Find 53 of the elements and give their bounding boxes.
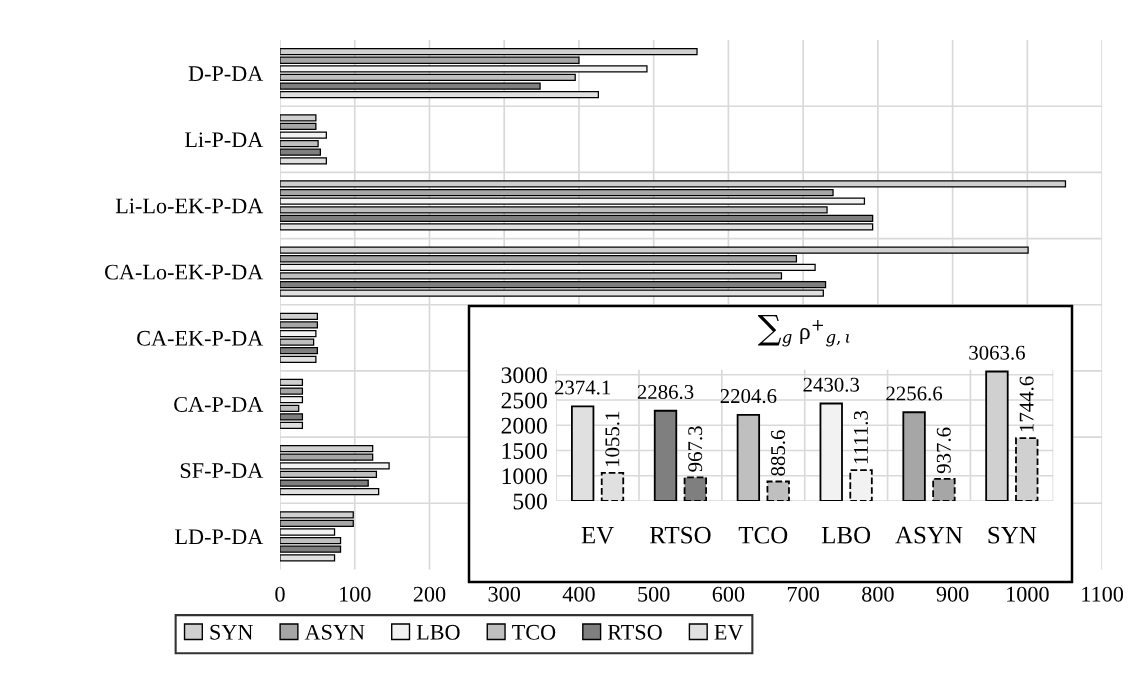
y-tick-label: LD-P-DA <box>175 529 264 545</box>
data-label: 2256.6 <box>886 386 943 401</box>
legend-label: EV <box>714 625 744 640</box>
y-tick-label: CA-Lo-EK-P-DA <box>105 264 264 280</box>
x-tick-label: 400 <box>562 586 595 602</box>
y-tick-label: 2500 <box>501 392 547 409</box>
data-label: 967.3 <box>688 426 703 472</box>
y-tick-label: 1500 <box>502 442 547 459</box>
y-tick-label: CA-P-DA <box>174 396 264 412</box>
bar <box>280 355 317 363</box>
x-tick-label: RTSO <box>649 526 711 544</box>
data-label: 2286.3 <box>637 384 694 400</box>
x-tick-label: 0 <box>275 586 285 602</box>
legend-label: TCO <box>512 624 556 640</box>
x-tick-label: EV <box>581 526 614 544</box>
x-tick-label: 1100 <box>1082 586 1124 602</box>
data-label: 2374.1 <box>554 380 611 395</box>
x-tick-label: 500 <box>638 586 670 602</box>
y-tick-label: 2000 <box>501 417 547 434</box>
x-tick-label: LBO <box>821 526 871 544</box>
x-tick-label: 100 <box>340 586 371 602</box>
x-tick-label: 600 <box>712 586 745 602</box>
data-label: 1744.6 <box>1019 376 1034 432</box>
x-tick-label: ASYN <box>895 526 963 544</box>
y-tick-label: SF-P-DA <box>180 463 264 479</box>
x-tick-label: SYN <box>988 526 1037 544</box>
legend-label: ASYN <box>304 624 365 640</box>
x-tick-label: 200 <box>413 586 446 602</box>
x-tick-label: 900 <box>936 586 969 602</box>
data-label: 1111.3 <box>853 410 869 464</box>
data-label: 3063.6 <box>969 345 1025 360</box>
x-tick-label: 300 <box>488 586 521 602</box>
y-tick-label: Li-P-DA <box>184 132 264 148</box>
data-label: 885.6 <box>771 430 786 476</box>
legend-label: RTSO <box>607 624 662 640</box>
x-tick-label: 1000 <box>1007 586 1049 602</box>
data-label: 937.6 <box>936 427 951 474</box>
x-tick-label: 700 <box>787 586 819 602</box>
bar <box>280 114 317 122</box>
y-tick-label: 1000 <box>502 468 547 485</box>
y-tick-label: 3000 <box>501 367 547 384</box>
y-tick-label: Li-Lo-EK-P-DA <box>115 198 264 214</box>
y-tick-label: D-P-DA <box>188 66 264 81</box>
legend-label: LBO <box>416 624 460 640</box>
chart-title: ∑$_{g}$ ρ$^{+}$$_{g,ι}$ <box>757 315 850 347</box>
x-tick-label: 800 <box>862 586 894 602</box>
y-tick-label: 500 <box>513 493 547 510</box>
legend-label: SYN <box>210 624 253 640</box>
data-label: 1055.1 <box>605 411 620 467</box>
data-label: 2204.6 <box>720 389 777 404</box>
data-label: 2430.3 <box>803 377 860 392</box>
y-tick-label: CA-EK-P-DA <box>137 330 264 346</box>
x-tick-label: TCO <box>738 526 788 544</box>
